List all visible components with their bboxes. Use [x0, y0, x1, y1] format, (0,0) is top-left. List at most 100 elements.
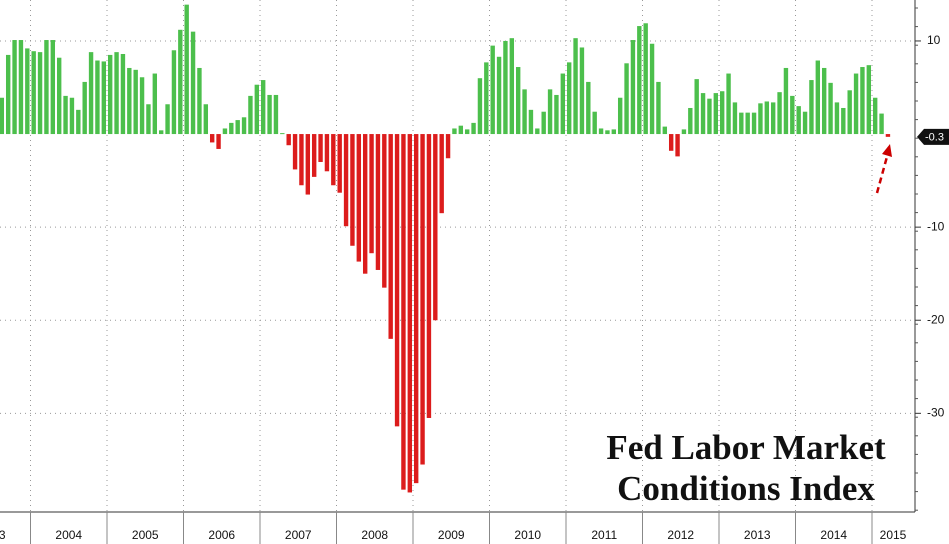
bar — [464, 129, 470, 135]
bar — [420, 134, 425, 465]
bar — [847, 90, 852, 135]
bar — [586, 81, 591, 135]
bar — [235, 120, 240, 135]
bar — [362, 134, 368, 274]
bars — [0, 4, 891, 493]
bar — [694, 79, 699, 135]
bar — [885, 134, 891, 137]
bar — [18, 40, 24, 135]
arrow — [875, 152, 890, 194]
bar — [56, 57, 62, 135]
bar — [216, 134, 221, 149]
bar — [783, 67, 789, 135]
bar — [522, 89, 527, 135]
bar — [535, 128, 540, 135]
bar — [770, 102, 776, 135]
bar — [541, 111, 546, 135]
bar — [834, 102, 840, 135]
x-tick-label: 2008 — [361, 528, 388, 542]
bar — [267, 94, 272, 135]
bar — [401, 134, 406, 490]
bar — [324, 134, 330, 172]
bar — [471, 122, 476, 135]
bar — [739, 112, 744, 135]
bar — [95, 60, 100, 135]
bar — [305, 134, 311, 195]
bar — [331, 134, 336, 186]
x-tick-label: 2012 — [667, 528, 694, 542]
bar — [369, 134, 374, 254]
bar — [815, 60, 821, 135]
bar — [133, 69, 138, 135]
bar — [758, 103, 763, 135]
bar — [350, 134, 355, 246]
bar — [127, 67, 132, 135]
bar — [790, 95, 795, 135]
bar — [605, 130, 610, 135]
bar — [63, 95, 68, 135]
bar — [726, 73, 731, 135]
bar — [860, 67, 865, 135]
bar — [477, 78, 483, 135]
value-label: -0.3 — [925, 132, 944, 144]
bar — [751, 112, 757, 135]
bar — [439, 134, 444, 214]
bar — [407, 134, 413, 493]
bar — [713, 93, 719, 135]
bar — [573, 38, 578, 135]
bar — [528, 109, 534, 135]
bar — [280, 133, 285, 135]
bar — [662, 126, 668, 135]
bar — [611, 129, 617, 135]
x-tick-label: 2003 — [0, 528, 6, 542]
bar — [337, 134, 342, 193]
bar — [382, 134, 387, 288]
bar — [158, 130, 164, 135]
bar — [872, 97, 878, 135]
bar — [707, 98, 712, 135]
y-tick-label: -20 — [927, 312, 945, 326]
x-tick-label: 2015 — [880, 528, 907, 542]
chart-title: Conditions Index — [617, 469, 875, 508]
bar — [624, 63, 629, 135]
bar — [203, 104, 209, 135]
bar — [311, 134, 317, 177]
bar — [458, 125, 464, 135]
bar — [554, 94, 559, 135]
bar — [841, 107, 846, 135]
bar — [547, 89, 553, 135]
bar — [88, 52, 94, 135]
bar — [503, 40, 508, 135]
bar — [515, 67, 521, 135]
x-tick-label: 2005 — [132, 528, 159, 542]
bar — [69, 97, 75, 135]
bar — [668, 134, 674, 151]
bar — [802, 111, 808, 135]
bar — [866, 65, 872, 135]
y-tick-label: -30 — [927, 405, 945, 419]
bar — [273, 94, 279, 135]
bar — [356, 134, 362, 262]
bar — [732, 102, 738, 135]
bar — [630, 40, 636, 135]
bar — [25, 48, 30, 135]
bar — [178, 29, 183, 135]
bar — [496, 56, 502, 135]
bar — [31, 51, 36, 135]
bar — [241, 117, 247, 135]
bar — [700, 93, 706, 135]
bar — [254, 84, 260, 135]
x-tick-label: 2004 — [55, 528, 82, 542]
bar — [37, 52, 43, 135]
x-tick-label: 2011 — [591, 528, 617, 542]
bar — [617, 97, 623, 135]
bar — [76, 109, 81, 135]
bar — [286, 134, 291, 146]
bar — [222, 128, 228, 135]
bar — [190, 31, 196, 135]
bar — [165, 104, 170, 135]
bar — [592, 111, 597, 135]
bar — [318, 134, 323, 162]
bar — [209, 134, 215, 143]
